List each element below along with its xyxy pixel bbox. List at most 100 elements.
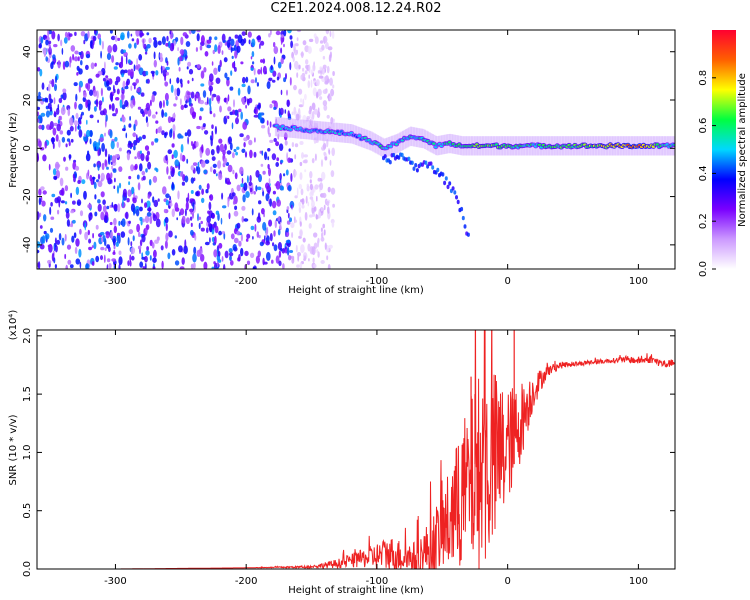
branch-point <box>414 163 418 168</box>
noise-streak <box>53 122 58 127</box>
noise-streak <box>241 83 246 88</box>
noise-streak <box>128 229 134 235</box>
noise-streak <box>69 125 74 132</box>
noise-streak <box>248 139 253 146</box>
noise-streak <box>280 159 284 163</box>
noise-streak <box>111 258 117 262</box>
noise-streak <box>209 166 213 173</box>
noise-streak <box>308 64 311 73</box>
noise-streak <box>295 244 298 253</box>
branch-point <box>451 186 455 191</box>
noise-streak <box>235 151 239 156</box>
noise-streak <box>58 233 62 241</box>
noise-streak <box>171 181 174 190</box>
noise-streak <box>37 111 40 117</box>
noise-streak <box>192 162 198 167</box>
noise-streak <box>311 200 315 208</box>
noise-streak <box>231 192 236 197</box>
noise-streak <box>271 100 277 104</box>
snr-x-axis: -300 -200 -100 0 100 <box>104 330 648 587</box>
noise-streak <box>107 45 113 54</box>
noise-streak <box>155 168 159 173</box>
noise-streak <box>165 71 169 76</box>
noise-streak <box>127 59 131 64</box>
branch-point <box>463 224 467 229</box>
noise-streak <box>250 252 255 258</box>
noise-streak <box>287 110 290 118</box>
noise-streak <box>93 176 95 186</box>
noise-streak <box>201 188 205 195</box>
noise-streak <box>285 239 291 244</box>
noise-streak <box>312 110 315 120</box>
noise-streak <box>88 212 93 221</box>
noise-streak <box>126 198 130 203</box>
noise-streak <box>308 38 314 43</box>
noise-streak <box>139 32 145 37</box>
noise-streak <box>190 222 193 227</box>
noise-streak <box>289 77 292 86</box>
noise-streak <box>97 148 100 157</box>
noise-streak <box>190 165 195 171</box>
noise-streak <box>133 84 136 90</box>
noise-streak <box>267 156 270 161</box>
noise-streak <box>48 93 52 101</box>
noise-streak <box>138 231 141 238</box>
noise-streak <box>51 193 56 198</box>
noise-streak <box>145 168 148 173</box>
noise-streak <box>87 103 91 112</box>
noise-streak <box>133 145 136 151</box>
noise-streak <box>120 231 126 238</box>
noise-streak <box>87 78 93 84</box>
noise-streak <box>195 141 199 148</box>
noise-streak <box>179 78 183 85</box>
noise-streak <box>314 206 317 212</box>
noise-streak <box>77 180 81 184</box>
noise-streak <box>287 212 290 219</box>
x-tick-label: -300 <box>104 576 127 587</box>
noise-streak <box>219 105 222 113</box>
noise-streak <box>249 175 252 183</box>
noise-streak <box>146 150 150 156</box>
noise-streak <box>204 241 210 246</box>
noise-streak <box>190 141 194 146</box>
y-tick-label: 40 <box>22 45 33 58</box>
noise-streak <box>302 160 308 164</box>
noise-streak <box>322 100 328 107</box>
noise-streak <box>161 109 165 118</box>
noise-streak <box>79 228 82 235</box>
noise-streak <box>61 187 65 196</box>
noise-streak <box>117 203 121 213</box>
noise-streak <box>129 68 134 78</box>
noise-streak <box>234 172 238 180</box>
noise-streak <box>218 230 223 236</box>
noise-streak <box>66 138 71 142</box>
noise-streak <box>273 106 277 110</box>
noise-streak <box>302 40 307 46</box>
noise-streak <box>255 77 257 84</box>
noise-streak <box>109 221 113 226</box>
noise-streak <box>138 206 143 212</box>
noise-streak <box>97 180 103 188</box>
noise-streak <box>62 88 67 94</box>
noise-streak <box>317 251 320 258</box>
noise-streak <box>192 253 197 263</box>
chart-title: C2E1.2024.008.12.24.R02 <box>270 1 442 16</box>
noise-streak <box>236 113 239 118</box>
noise-streak <box>199 45 203 51</box>
noise-streak <box>316 195 318 202</box>
noise-streak <box>260 66 263 75</box>
noise-streak <box>296 37 299 42</box>
noise-streak <box>125 80 129 88</box>
noise-streak <box>74 165 80 171</box>
noise-streak <box>295 113 300 121</box>
noise-streak <box>85 83 88 89</box>
noise-streak <box>286 99 290 108</box>
noise-streak <box>208 222 211 228</box>
noise-streak <box>172 130 175 140</box>
noise-streak <box>149 255 152 261</box>
noise-streak <box>267 126 270 135</box>
noise-streak <box>254 137 256 143</box>
noise-streak <box>233 44 237 51</box>
noise-streak <box>91 245 94 249</box>
noise-streak <box>308 110 312 115</box>
